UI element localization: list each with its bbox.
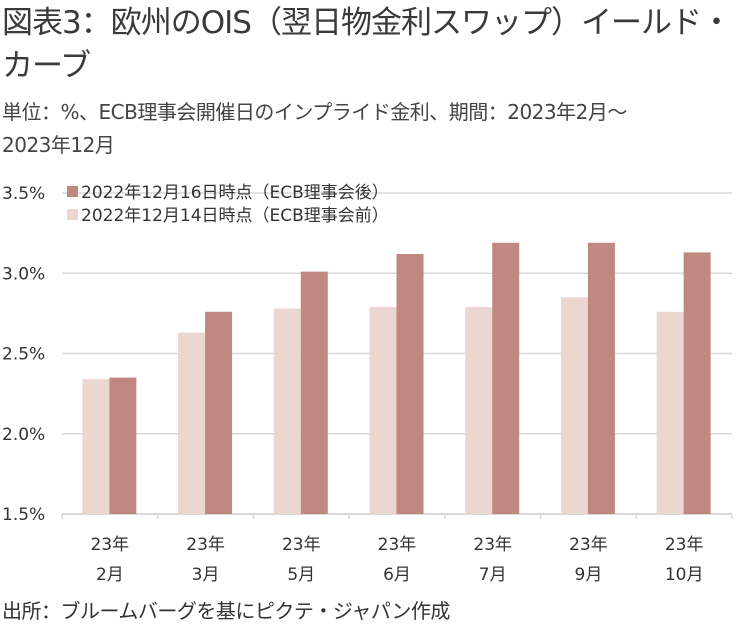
- bar-after: [205, 311, 233, 514]
- legend-entry-after: 2022年12月16日時点（ECB理事会後）: [67, 183, 389, 203]
- y-tick-label: 1.5%: [2, 505, 45, 525]
- x-category-label-year: 23年: [186, 535, 225, 555]
- x-category-label-year: 23年: [665, 535, 704, 555]
- y-tick-label: 3.0%: [2, 264, 45, 284]
- title-line-1: 図表3：欧州のOIS（翌日物金利スワップ）イールド・: [2, 5, 732, 41]
- y-tick-label: 2.0%: [2, 425, 45, 445]
- bar-before: [369, 306, 397, 514]
- bar-after: [109, 377, 137, 514]
- bar-before: [465, 306, 493, 514]
- chart-subtitle: 単位：%、ECB理事会開催日のインプライド金利、期間：2023年2月～ 2023…: [2, 96, 742, 162]
- subtitle-line-2: 2023年12月: [2, 133, 115, 157]
- x-category-label-month: 2月: [96, 565, 124, 585]
- x-axis-category-labels: 23年 2月 23年 3月 23年 5月 23年 6月 23年 7月 23年 9月 23年 10月: [91, 535, 704, 585]
- legend-label-after: 2022年12月16日時点（ECB理事会後）: [81, 183, 389, 203]
- x-category-label-year: 23年: [473, 535, 512, 555]
- y-tick-label: 3.5%: [2, 184, 45, 204]
- bar-after: [683, 252, 711, 514]
- x-category-label-year: 23年: [378, 535, 417, 555]
- legend: 2022年12月16日時点（ECB理事会後） 2022年12月14日時点（ECB理…: [67, 183, 389, 226]
- bar-after: [587, 242, 615, 514]
- bars: [82, 242, 711, 514]
- bar-chart: 3.5% 3.0% 2.5% 2.0% 1.5% 23年 2月 23年 3月 23年 5月 23年 6…: [2, 183, 733, 585]
- x-category-label-year: 23年: [569, 535, 608, 555]
- bar-after: [396, 253, 424, 514]
- x-category-label-month: 10月: [665, 565, 704, 585]
- chart-title: 図表3：欧州のOIS（翌日物金利スワップ）イールド・ カーブ: [2, 2, 742, 88]
- source-note: 出所：ブルームバーグを基にピクテ・ジャパン作成: [2, 599, 450, 623]
- bar-before: [656, 311, 684, 514]
- x-category-label-month: 3月: [192, 565, 220, 585]
- bar-before: [273, 308, 301, 514]
- x-category-label-month: 6月: [383, 565, 411, 585]
- legend-label-before: 2022年12月14日時点（ECB理事会前）: [81, 206, 389, 226]
- bar-before: [560, 297, 588, 514]
- bar-after: [492, 242, 520, 514]
- x-category-label-month: 9月: [575, 565, 603, 585]
- x-category-label-year: 23年: [282, 535, 321, 555]
- x-category-label-year: 23年: [91, 535, 130, 555]
- subtitle-line-1: 単位：%、ECB理事会開催日のインプライド金利、期間：2023年2月～: [2, 100, 627, 124]
- legend-swatch-after: [67, 186, 78, 197]
- bar-after: [300, 271, 328, 514]
- bar-before: [178, 332, 206, 514]
- title-line-2: カーブ: [2, 48, 91, 84]
- legend-entry-before: 2022年12月14日時点（ECB理事会前）: [67, 206, 389, 226]
- bar-before: [82, 379, 110, 514]
- x-category-label-month: 5月: [287, 565, 315, 585]
- x-category-label-month: 7月: [479, 565, 507, 585]
- y-tick-label: 2.5%: [2, 345, 45, 365]
- y-axis-tick-labels: 3.5% 3.0% 2.5% 2.0% 1.5%: [2, 184, 45, 525]
- legend-swatch-before: [67, 209, 78, 220]
